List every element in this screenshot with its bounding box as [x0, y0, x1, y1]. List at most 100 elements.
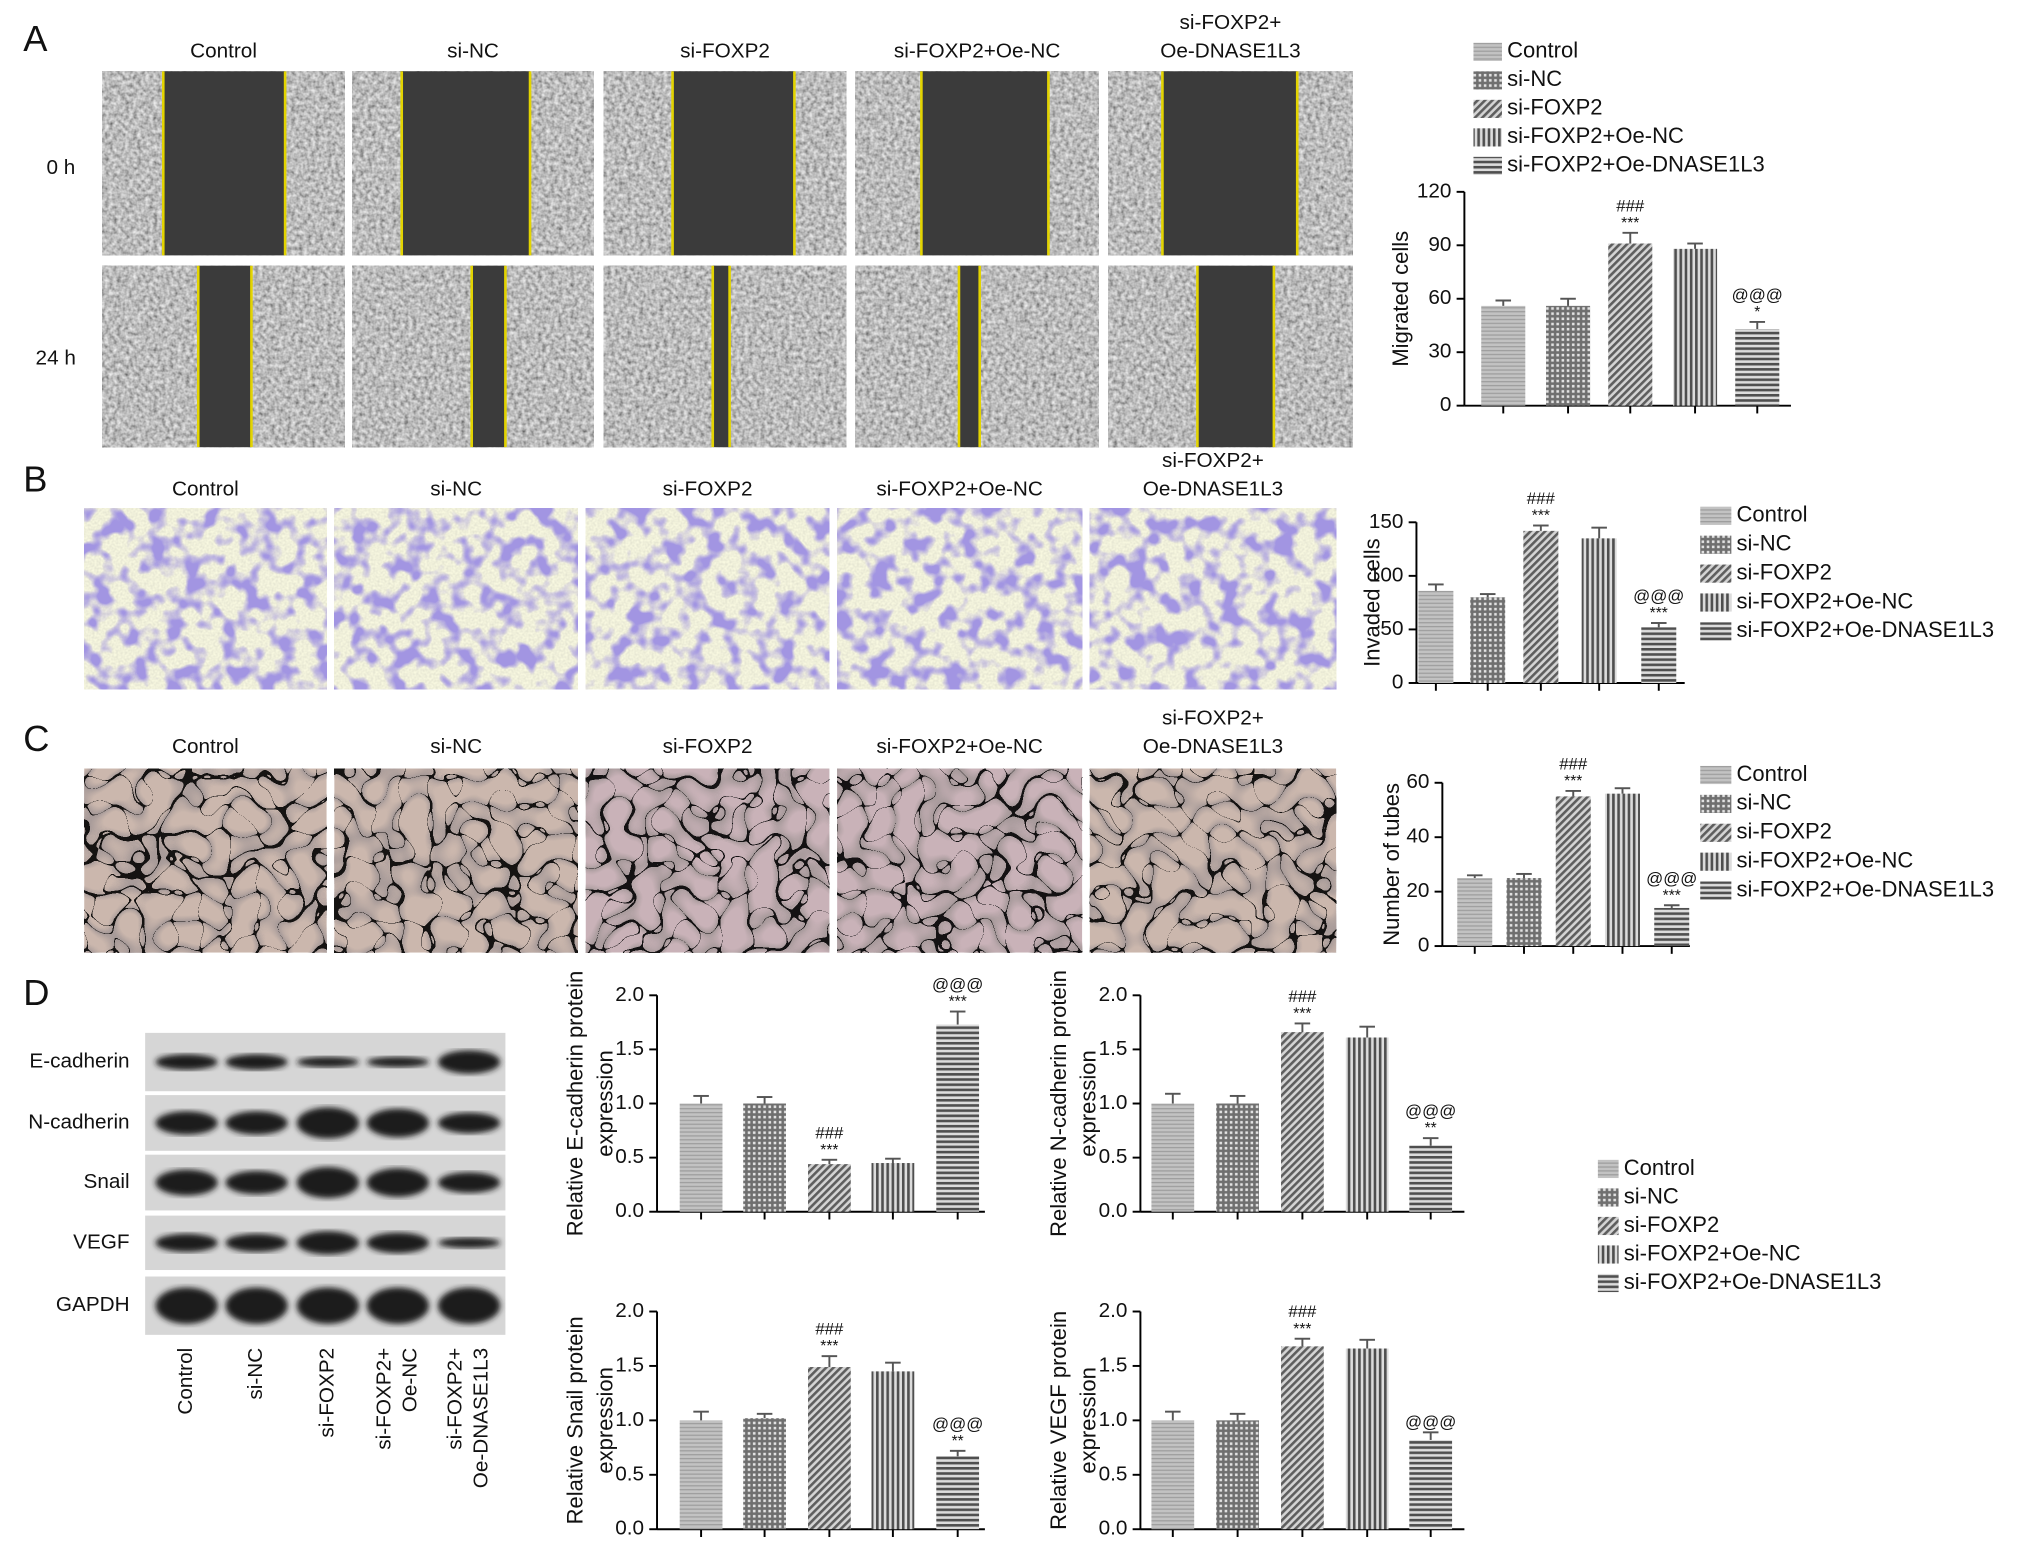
micrograph-title: si-FOXP2+ — [1162, 449, 1264, 472]
legend-swatch — [1597, 1245, 1619, 1264]
legend-label: si-FOXP2+Oe-NC — [1737, 588, 1914, 613]
y-tick-label: 1.0 — [1099, 1091, 1128, 1114]
significance-label: ### — [815, 1320, 844, 1339]
micrograph-tubes — [585, 768, 830, 953]
blot-band — [438, 1172, 501, 1193]
y-axis-label: expression — [592, 1367, 617, 1473]
blot-band — [366, 1287, 429, 1324]
y-axis-label: Relative E-cadherin protein — [562, 971, 587, 1237]
time-label: 24 h — [36, 346, 76, 369]
significance-label: @@@ — [1405, 1102, 1456, 1121]
panel-letter: A — [23, 18, 48, 59]
bar — [871, 1163, 915, 1212]
significance-label: *** — [1532, 508, 1550, 525]
micrograph-title: si-NC — [430, 735, 482, 758]
y-tick-label: 0.5 — [615, 1462, 644, 1485]
significance-label: ### — [1288, 1302, 1317, 1321]
micrograph-title: si-FOXP2 — [663, 735, 753, 758]
micrograph-cells — [585, 508, 830, 690]
bar — [1418, 590, 1454, 683]
bar — [1345, 1037, 1389, 1212]
bar — [1506, 878, 1542, 947]
micrograph-title: si-FOXP2+ — [1180, 11, 1282, 34]
micrograph-title: si-FOXP2+Oe-NC — [876, 735, 1042, 758]
legend-swatch — [1597, 1216, 1619, 1236]
legend-label: si-FOXP2 — [1737, 819, 1832, 844]
y-tick-label: 0.0 — [1099, 1199, 1128, 1222]
y-tick-label: 0 — [1418, 934, 1430, 957]
bar — [1555, 796, 1591, 947]
blot-band — [366, 1232, 429, 1254]
significance-label: @@@ — [1732, 285, 1783, 304]
y-tick-label: 2.0 — [615, 1299, 644, 1322]
legend-swatch — [1700, 794, 1732, 813]
bar — [936, 1024, 980, 1212]
micrograph-cells — [84, 508, 327, 690]
significance-label: * — [1754, 304, 1760, 321]
significance-label: ### — [1616, 196, 1645, 215]
micrograph-title: Oe-DNASE1L3 — [1160, 39, 1301, 62]
y-tick-label: 30 — [1428, 340, 1451, 363]
significance-label: ** — [1425, 1120, 1437, 1137]
wound-gap — [958, 265, 980, 448]
y-axis-label: Number of tubes — [1379, 783, 1404, 946]
bar — [808, 1164, 851, 1212]
legend-swatch — [1700, 852, 1732, 871]
y-tick-label: 1.0 — [1099, 1408, 1128, 1431]
blot-band — [438, 1112, 501, 1134]
micrograph-title: si-NC — [430, 477, 482, 500]
wound-gap — [712, 265, 730, 448]
legend-swatch — [1700, 765, 1732, 785]
bar — [1281, 1346, 1324, 1530]
blot-band — [155, 1169, 218, 1196]
significance-label: @@@ — [932, 1414, 983, 1433]
significance-label: *** — [1293, 1005, 1311, 1022]
legend-swatch — [1473, 99, 1502, 118]
wound-gap — [921, 71, 1049, 256]
micrograph-title: Oe-DNASE1L3 — [1143, 735, 1283, 758]
legend-label: si-FOXP2+Oe-NC — [1737, 848, 1914, 873]
legend-swatch — [1597, 1159, 1619, 1179]
blot-band — [366, 1168, 429, 1197]
significance-label: *** — [1621, 215, 1639, 232]
protein-label: N-cadherin — [28, 1110, 129, 1133]
blot-band — [155, 1111, 218, 1135]
y-tick-label: 0.5 — [615, 1145, 644, 1168]
wound-gap — [1197, 265, 1274, 448]
bar — [1481, 305, 1526, 406]
legend-label: si-NC — [1507, 66, 1562, 91]
y-axis-label: Relative N-cadherin protein — [1046, 970, 1071, 1237]
micrograph-title: si-NC — [447, 39, 499, 62]
micrograph-tubes — [334, 768, 578, 953]
wound-gap — [672, 71, 795, 256]
significance-label: @@@ — [1405, 1413, 1456, 1432]
y-tick-label: 2.0 — [1099, 1299, 1128, 1322]
bar — [936, 1456, 980, 1530]
significance-label: *** — [820, 1142, 838, 1159]
y-axis-label: Invaded cells — [1359, 538, 1384, 667]
y-tick-label: 0.0 — [1099, 1517, 1128, 1540]
y-tick-label: 60 — [1428, 286, 1451, 309]
bar — [1641, 627, 1677, 683]
bar — [1581, 538, 1617, 683]
y-tick-label: 2.0 — [615, 983, 644, 1006]
micrograph-title: Control — [172, 477, 239, 500]
bar — [1546, 305, 1591, 406]
significance-label: ### — [815, 1123, 844, 1142]
lane-label: si-FOXP2+ — [444, 1348, 467, 1450]
blot-band — [155, 1233, 218, 1252]
protein-label: Snail — [84, 1170, 130, 1193]
wound-gap — [163, 71, 286, 256]
bar — [1409, 1145, 1453, 1212]
wound-gap — [198, 265, 252, 448]
bar — [743, 1418, 786, 1530]
legend-label: Control — [1737, 761, 1808, 786]
bar — [1409, 1439, 1453, 1530]
blot-band — [296, 1107, 359, 1139]
legend-label: si-FOXP2+Oe-DNASE1L3 — [1624, 1269, 1882, 1294]
protein-label: VEGF — [73, 1230, 129, 1253]
panel-letter: B — [23, 459, 47, 500]
